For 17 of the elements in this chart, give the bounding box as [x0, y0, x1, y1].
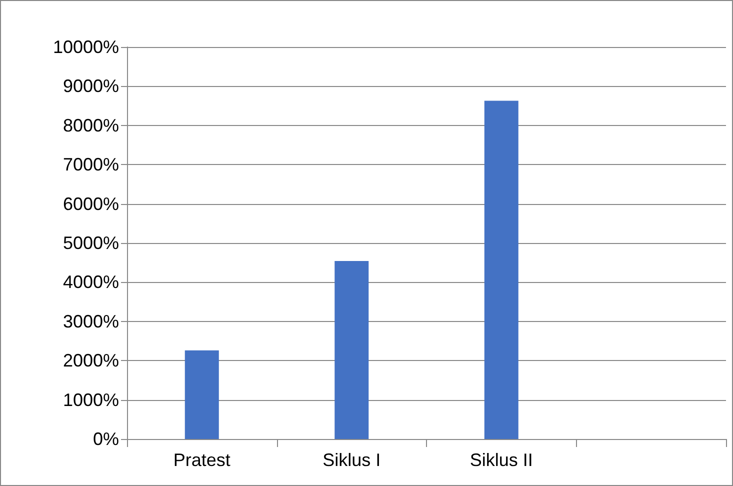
y-tick-label: 1000% — [62, 390, 119, 410]
y-tick-label: 6000% — [62, 194, 119, 214]
y-tick-label: 4000% — [62, 272, 119, 292]
y-tick-label: 9000% — [62, 76, 119, 96]
y-tick-label: 8000% — [62, 115, 119, 136]
y-tick-label: 10000% — [52, 37, 119, 57]
y-tick-label: 7000% — [62, 154, 119, 175]
x-tick-label: Pratest — [173, 450, 230, 470]
bar — [184, 350, 219, 439]
y-tick-label: 0% — [92, 429, 119, 449]
y-tick-label: 2000% — [62, 350, 119, 371]
x-tick-label: Siklus II — [470, 450, 533, 470]
x-tick-label: Siklus I — [322, 450, 381, 470]
bar — [484, 100, 518, 439]
y-tick-label: 5000% — [62, 233, 119, 253]
bar — [334, 261, 369, 439]
y-tick-label: 3000% — [62, 311, 119, 332]
